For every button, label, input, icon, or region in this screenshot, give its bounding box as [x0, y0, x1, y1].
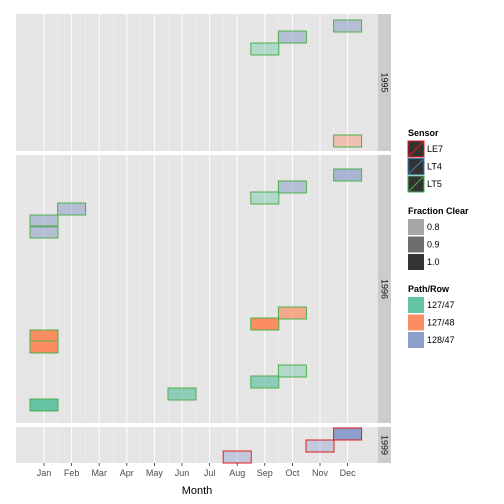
tile — [333, 427, 363, 441]
strip-label: 1996 — [380, 279, 390, 299]
strip-background — [378, 427, 391, 463]
tile — [277, 306, 307, 320]
legend-key — [408, 297, 424, 313]
x-tick-label: Apr — [120, 468, 134, 478]
strip-background — [378, 14, 391, 151]
strip-label: 1999 — [380, 435, 390, 455]
legend-label: LT4 — [427, 162, 442, 172]
legend-label: 0.9 — [427, 240, 440, 250]
panel-background — [16, 155, 378, 423]
legend-key-slash — [408, 159, 424, 174]
legend-key — [408, 314, 424, 331]
tile — [29, 398, 59, 412]
tile — [277, 180, 307, 194]
panel-background — [16, 14, 378, 151]
x-tick-label: Sep — [257, 468, 273, 478]
strip-background — [378, 155, 391, 423]
x-tick-label: Aug — [229, 468, 245, 478]
legend-label: LE7 — [427, 144, 443, 154]
tile — [29, 214, 59, 228]
legend-key-slash — [408, 141, 424, 157]
legend-title: Path/Row — [408, 284, 450, 294]
x-tick-label: Nov — [312, 468, 329, 478]
tile — [29, 340, 59, 354]
legend-key — [408, 219, 424, 235]
x-tick-label: Jan — [37, 468, 52, 478]
tile — [167, 387, 197, 401]
legend-label: 0.8 — [427, 222, 440, 232]
tile — [29, 329, 59, 343]
tile — [29, 225, 59, 239]
x-tick-label: May — [146, 468, 164, 478]
legend-key-slash — [408, 176, 424, 192]
x-tick-label: Mar — [91, 468, 107, 478]
legend-title: Sensor — [408, 128, 439, 138]
x-tick-label: Jun — [175, 468, 190, 478]
legend-key — [408, 254, 424, 270]
tile — [250, 191, 280, 205]
legend-label: 128/47 — [427, 335, 455, 345]
tile — [277, 364, 307, 378]
legend-label: 127/47 — [427, 300, 455, 310]
tile — [333, 19, 363, 33]
legend-label: 127/48 — [427, 318, 455, 328]
legend-key — [408, 236, 424, 253]
panel-background — [16, 427, 378, 463]
x-tick-label: Jul — [204, 468, 216, 478]
tile — [333, 134, 363, 148]
tile — [222, 450, 252, 464]
tile — [250, 42, 280, 56]
tile — [305, 439, 335, 453]
legend-label: 1.0 — [427, 257, 440, 267]
legend-label: LT5 — [427, 179, 442, 189]
x-tick-label: Oct — [285, 468, 300, 478]
strip-label: 1995 — [380, 72, 390, 92]
tile — [57, 202, 87, 216]
x-tick-label: Feb — [64, 468, 80, 478]
tile — [250, 317, 280, 331]
tile — [250, 375, 280, 389]
tile — [333, 168, 363, 182]
legend-title: Fraction Clear — [408, 206, 469, 216]
x-tick-label: Dec — [340, 468, 357, 478]
legend-key — [408, 332, 424, 348]
x-axis-title: Month — [182, 485, 213, 497]
tile — [277, 30, 307, 44]
